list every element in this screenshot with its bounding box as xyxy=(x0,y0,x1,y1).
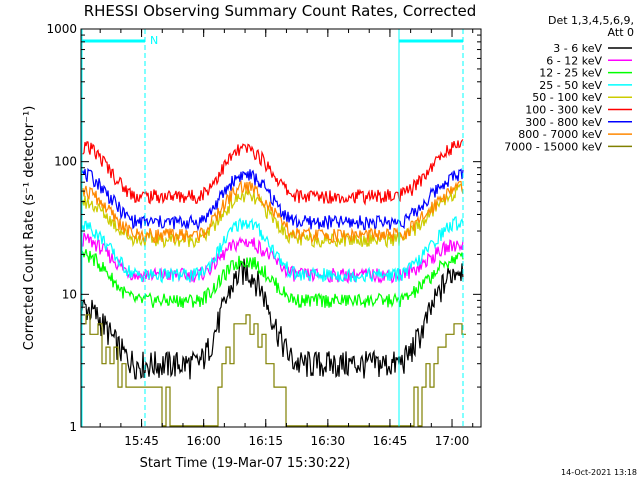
legend-label: 100 - 300 keV xyxy=(525,104,602,117)
x-axis-label: Start Time (19-Mar-07 15:30:22) xyxy=(140,456,351,471)
night-label: N xyxy=(150,34,158,47)
series-line-8 xyxy=(82,314,466,427)
y-tick-label: 1000 xyxy=(46,22,77,36)
legend-label: 50 - 100 keV xyxy=(532,91,602,104)
x-axis: 15:45 16:00 16:15 16:30 16:45 17:00 xyxy=(99,29,474,448)
legend-label: 6 - 12 keV xyxy=(546,54,602,67)
legend-label: 3 - 6 keV xyxy=(553,42,602,55)
x-tick-label: 16:00 xyxy=(186,434,221,448)
x-tick-label: 16:30 xyxy=(311,434,346,448)
legend-label: 300 - 800 keV xyxy=(525,116,602,129)
y-axis: 1 10 100 1000 xyxy=(46,22,481,434)
legend-header-line-1: Det 1,3,4,5,6,9, xyxy=(548,14,634,27)
x-tick-label: 17:00 xyxy=(435,434,470,448)
chart-title: RHESSI Observing Summary Count Rates, Co… xyxy=(84,2,477,20)
timestamp: 14-Oct-2021 13:18 xyxy=(561,468,637,477)
legend-header-line-2: Att 0 xyxy=(608,26,634,39)
series-line-2 xyxy=(81,249,464,308)
x-tick-label: 16:15 xyxy=(248,434,283,448)
plot-frame xyxy=(80,28,482,428)
x-tick-label: 15:45 xyxy=(124,434,159,448)
series-traces: N xyxy=(81,29,466,427)
y-tick-label: 10 xyxy=(62,287,77,301)
y-tick-label: 100 xyxy=(54,155,77,169)
x-tick-label: 16:45 xyxy=(373,434,408,448)
series-line-5 xyxy=(81,139,464,206)
y-tick-label: 1 xyxy=(69,420,77,434)
legend-label: 25 - 50 keV xyxy=(539,79,602,92)
legend-label: 800 - 7000 keV xyxy=(518,128,602,141)
y-axis-label: Corrected Count Rate (s⁻¹ detector⁻¹) xyxy=(22,106,37,351)
legend-label: 12 - 25 keV xyxy=(539,67,602,80)
legend-label: 7000 - 15000 keV xyxy=(504,140,602,153)
